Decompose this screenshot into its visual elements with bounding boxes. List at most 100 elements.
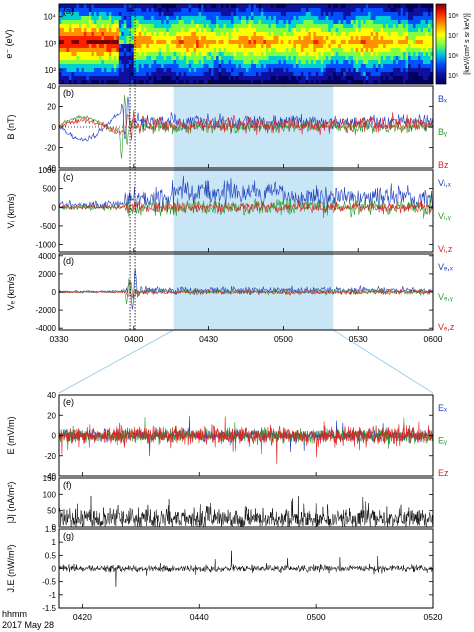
spectrogram-cell	[383, 32, 387, 37]
spectrogram-cell	[231, 68, 235, 73]
spectrogram-cell	[328, 12, 332, 17]
spectrogram-cell	[176, 72, 180, 77]
spectrogram-cell	[283, 12, 287, 17]
spectrogram-cell	[141, 48, 145, 53]
spectrogram-cell	[63, 36, 67, 41]
spectrogram-cell	[410, 56, 414, 61]
spectrogram-cell	[108, 52, 112, 57]
spectrogram-cell	[226, 36, 230, 41]
spectrogram-cell	[146, 76, 150, 81]
spectrogram-cell	[268, 8, 272, 13]
spectrogram-cell	[138, 48, 142, 53]
spectrogram-cell	[303, 28, 307, 33]
spectrogram-cell	[353, 44, 357, 49]
spectrogram-cell	[330, 40, 334, 45]
spectrogram-cell	[108, 48, 112, 53]
spectrogram-cell	[303, 48, 307, 53]
spectrogram-cell	[423, 80, 427, 84]
spectrogram-cell	[136, 36, 140, 41]
spectrogram-cell	[345, 52, 349, 57]
spectrogram-cell	[123, 8, 127, 13]
spectrogram-cell	[273, 16, 277, 21]
spectrogram-cell	[143, 64, 147, 69]
spectrogram-cell	[228, 60, 232, 65]
spectrogram-cell	[378, 44, 382, 49]
spectrogram-cell	[161, 40, 165, 45]
spectrogram-cell	[360, 20, 364, 25]
spectrogram-cell	[101, 76, 105, 81]
spectrogram-cell	[263, 20, 267, 25]
spectrogram-cell	[315, 36, 319, 41]
spectrogram-cell	[285, 4, 289, 9]
spectrogram-cell	[383, 44, 387, 49]
spectrogram-cell	[213, 48, 217, 53]
spectrogram-cell	[96, 8, 100, 13]
spectrogram-cell	[280, 40, 284, 45]
spectrogram-cell	[300, 64, 304, 69]
spectrogram-cell	[270, 60, 274, 65]
spectrogram-cell	[308, 12, 312, 17]
spectrogram-cell	[168, 36, 172, 41]
spectrogram-cell	[300, 20, 304, 25]
spectrogram-cell	[71, 12, 75, 17]
spectrogram-cell	[335, 60, 339, 65]
spectrogram-cell	[273, 60, 277, 65]
spectrogram-cell	[410, 24, 414, 29]
spectrogram-cell	[101, 16, 105, 21]
spectrogram-cell	[285, 24, 289, 29]
spectrogram-cell	[418, 4, 422, 9]
spectrogram-cell	[146, 60, 150, 65]
ytick-label: 20	[47, 103, 56, 112]
spectrogram-cell	[425, 80, 429, 84]
spectrogram-cell	[293, 76, 297, 81]
spectrogram-cell	[96, 48, 100, 53]
spectrogram-cell	[76, 28, 80, 33]
spectrogram-cell	[78, 80, 82, 84]
spectrogram-cell	[425, 24, 429, 29]
spectrogram-cell	[338, 64, 342, 69]
spectrogram-cell	[378, 36, 382, 41]
spectrogram-cell	[303, 80, 307, 84]
spectrogram-cell	[66, 16, 70, 21]
spectrogram-cell	[353, 4, 357, 9]
spectrogram-cell	[208, 52, 212, 57]
spectrogram-cell	[196, 36, 200, 41]
spectrogram-cell	[385, 40, 389, 45]
spectrogram-cell	[410, 28, 414, 33]
spectrogram-cell	[270, 20, 274, 25]
spectrogram-cell	[198, 16, 202, 21]
spectrogram-cell	[343, 12, 347, 17]
spectrogram-cell	[263, 4, 267, 9]
spectrogram-cell	[320, 76, 324, 81]
spectrogram-cell	[258, 40, 262, 45]
spectrogram-cell	[295, 20, 299, 25]
spectrogram-cell	[81, 80, 85, 84]
spectrogram-cell	[258, 24, 262, 29]
spectrogram-cell	[73, 64, 77, 69]
date-label: 2017 May 28	[2, 620, 54, 630]
spectrogram-cell	[278, 28, 282, 33]
spectrogram-cell	[93, 24, 97, 29]
spectrogram-cell	[61, 24, 65, 29]
spectrogram-cell	[213, 8, 217, 13]
spectrogram-cell	[333, 36, 337, 41]
spectrogram-cell	[388, 60, 392, 65]
spectrogram-cell	[126, 12, 130, 17]
spectrogram-cell	[405, 76, 409, 81]
spectrogram-cell	[106, 76, 110, 81]
spectrogram-cell	[126, 24, 130, 29]
spectrogram-cell	[168, 60, 172, 65]
spectrogram-cell	[278, 56, 282, 61]
spectrogram-cell	[313, 28, 317, 33]
spectrogram-cell	[66, 64, 70, 69]
spectrogram-cell	[395, 64, 399, 69]
spectrogram-cell	[410, 80, 414, 84]
spectrogram-cell	[308, 72, 312, 77]
spectrogram-cell	[168, 20, 172, 25]
spectrogram-cell	[365, 8, 369, 13]
spectrogram-cell	[405, 4, 409, 9]
spectrogram-cell	[121, 80, 125, 84]
spectrogram-cell	[59, 20, 62, 25]
spectrogram-cell	[420, 28, 424, 33]
spectrogram-cell	[101, 80, 105, 84]
